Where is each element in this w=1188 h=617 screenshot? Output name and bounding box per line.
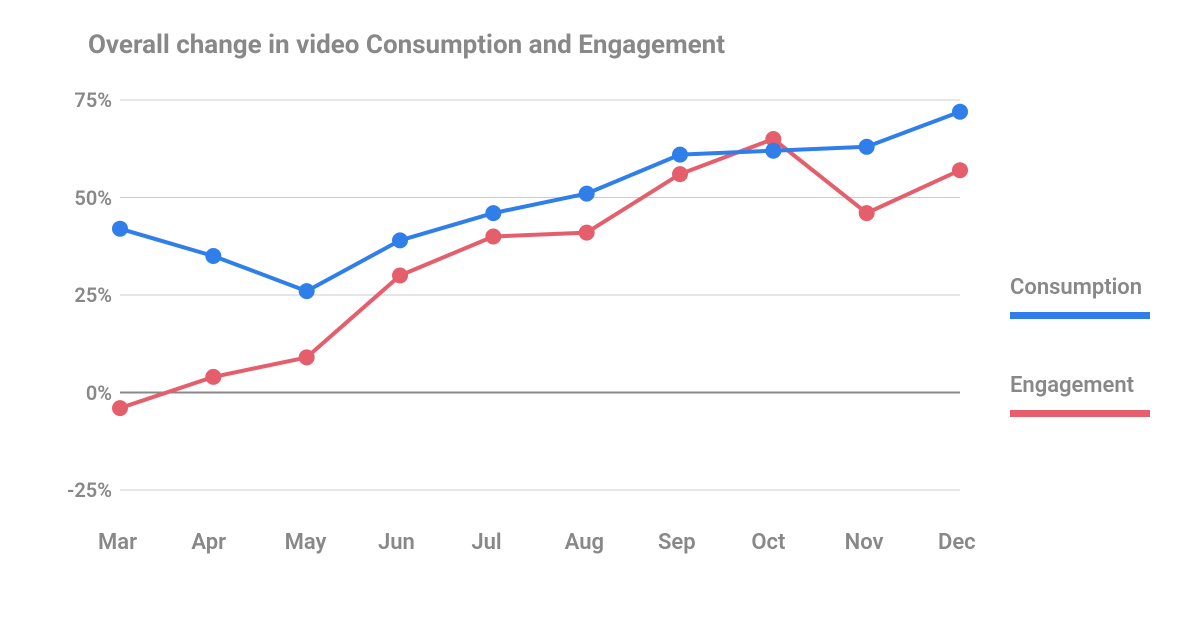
series-point-consumption xyxy=(392,232,408,248)
x-tick-label: Aug xyxy=(565,530,604,555)
series-point-consumption xyxy=(485,205,501,221)
y-tick-label: -25% xyxy=(67,478,112,502)
series-point-engagement xyxy=(579,225,595,241)
x-tick-label: Dec xyxy=(938,530,976,555)
x-tick-label: Sep xyxy=(658,530,696,555)
series-point-consumption xyxy=(579,186,595,202)
series-point-engagement xyxy=(299,349,315,365)
x-tick-label: Jun xyxy=(378,530,415,555)
x-tick-label: Jul xyxy=(471,530,501,555)
series-point-engagement xyxy=(952,162,968,178)
y-tick-label: 0% xyxy=(86,381,112,405)
x-tick-label: Nov xyxy=(845,530,884,555)
series-point-consumption xyxy=(859,139,875,155)
series-point-engagement xyxy=(112,400,128,416)
legend-label-engagement: Engagement xyxy=(1010,373,1134,398)
series-point-consumption xyxy=(672,147,688,163)
legend-swatch-engagement xyxy=(1010,410,1150,417)
x-tick-label: Mar xyxy=(98,530,137,555)
series-point-consumption xyxy=(112,221,128,237)
series-point-consumption xyxy=(765,143,781,159)
series-point-engagement xyxy=(485,229,501,245)
y-tick-label: 50% xyxy=(74,186,112,210)
series-line-consumption xyxy=(120,112,960,291)
series-point-engagement xyxy=(859,205,875,221)
legend-swatch-consumption xyxy=(1010,312,1150,319)
series-point-consumption xyxy=(205,248,221,264)
series-point-engagement xyxy=(205,369,221,385)
series-point-consumption xyxy=(952,104,968,120)
x-tick-label: May xyxy=(285,530,327,555)
x-tick-label: Apr xyxy=(191,530,226,555)
line-chart: Overall change in video Consumption and … xyxy=(0,0,1188,617)
series-line-engagement xyxy=(120,139,960,408)
series-point-engagement xyxy=(672,166,688,182)
y-tick-label: 75% xyxy=(74,88,112,112)
x-tick-label: Oct xyxy=(751,530,785,555)
legend-label-consumption: Consumption xyxy=(1010,275,1142,300)
y-tick-label: 25% xyxy=(74,283,112,307)
series-point-engagement xyxy=(392,268,408,284)
chart-svg xyxy=(0,0,1188,617)
series-point-consumption xyxy=(299,283,315,299)
